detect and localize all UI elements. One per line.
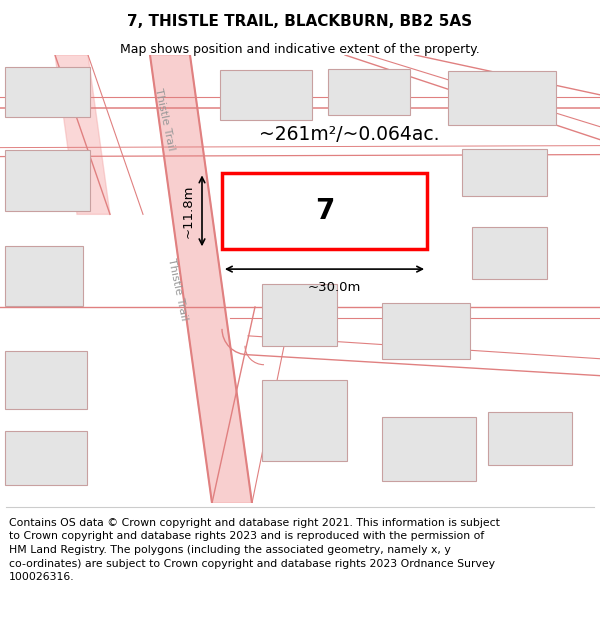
Bar [220,70,312,120]
Bar [488,411,572,465]
Bar [5,67,90,117]
Text: 7, THISTLE TRAIL, BLACKBURN, BB2 5AS: 7, THISTLE TRAIL, BLACKBURN, BB2 5AS [127,14,473,29]
Bar [262,379,347,461]
Bar [462,149,547,196]
Text: ~30.0m: ~30.0m [308,281,361,294]
Text: Contains OS data © Crown copyright and database right 2021. This information is : Contains OS data © Crown copyright and d… [9,518,500,582]
Bar [328,69,410,115]
Bar [262,284,337,346]
Bar [382,303,470,359]
Polygon shape [55,55,110,214]
Bar [472,228,547,279]
Bar [5,351,87,409]
Bar [382,418,476,481]
Polygon shape [150,55,252,503]
Text: Map shows position and indicative extent of the property.: Map shows position and indicative extent… [120,43,480,56]
Bar [448,71,556,125]
Text: ~261m²/~0.064ac.: ~261m²/~0.064ac. [259,125,440,144]
Bar [222,173,427,249]
Text: Thistle Trail: Thistle Trail [167,257,190,321]
Text: Thistle Trail: Thistle Trail [154,88,176,152]
Bar [5,149,90,211]
Text: ~11.8m: ~11.8m [182,184,194,238]
Bar [5,246,83,306]
Bar [5,431,87,485]
Text: 7: 7 [315,197,334,225]
